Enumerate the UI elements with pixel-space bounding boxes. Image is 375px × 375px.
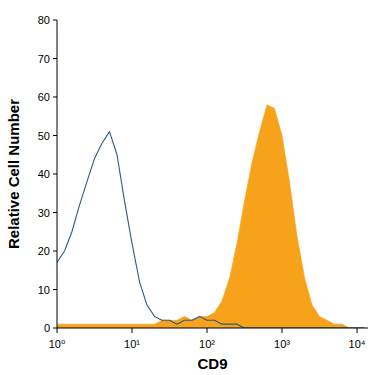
y-tick-label: 20 <box>38 245 50 257</box>
y-tick-label: 30 <box>38 207 50 219</box>
y-tick <box>53 289 57 290</box>
x-tick <box>132 328 133 333</box>
x-axis <box>57 328 368 329</box>
x-tick <box>282 328 283 333</box>
y-tick <box>53 20 57 21</box>
x-axis-label: CD9 <box>197 355 227 372</box>
y-tick <box>53 328 57 329</box>
y-tick <box>53 174 57 175</box>
y-tick-label: 10 <box>38 284 50 296</box>
y-tick <box>53 58 57 59</box>
plot-area <box>57 105 365 328</box>
y-tick-label: 60 <box>38 91 50 103</box>
x-tick <box>57 328 58 333</box>
y-tick-label: 80 <box>38 14 50 26</box>
x-tick-label: 10² <box>199 338 215 350</box>
y-tick <box>53 251 57 252</box>
y-tick-label: 0 <box>44 322 50 334</box>
y-tick-label: 40 <box>38 168 50 180</box>
y-tick <box>53 212 57 213</box>
x-tick-label: 10⁰ <box>49 338 66 350</box>
y-tick <box>53 97 57 98</box>
x-tick-label: 10³ <box>274 338 290 350</box>
y-tick-label: 50 <box>38 130 50 142</box>
chart: 0 10 20 30 40 50 60 70 80 10⁰ 10¹ 10² 10³ 10⁴ CD9 Relat… <box>0 0 375 375</box>
histogram-area <box>57 105 365 328</box>
x-tick-label: 10¹ <box>124 338 140 350</box>
y-tick-label: 70 <box>38 53 50 65</box>
histogram-line <box>57 132 365 328</box>
y-tick <box>53 135 57 136</box>
x-tick-label: 10⁴ <box>349 338 366 350</box>
x-tick <box>207 328 208 333</box>
y-axis-label: Relative Cell Number <box>5 99 22 249</box>
x-tick <box>357 328 358 333</box>
